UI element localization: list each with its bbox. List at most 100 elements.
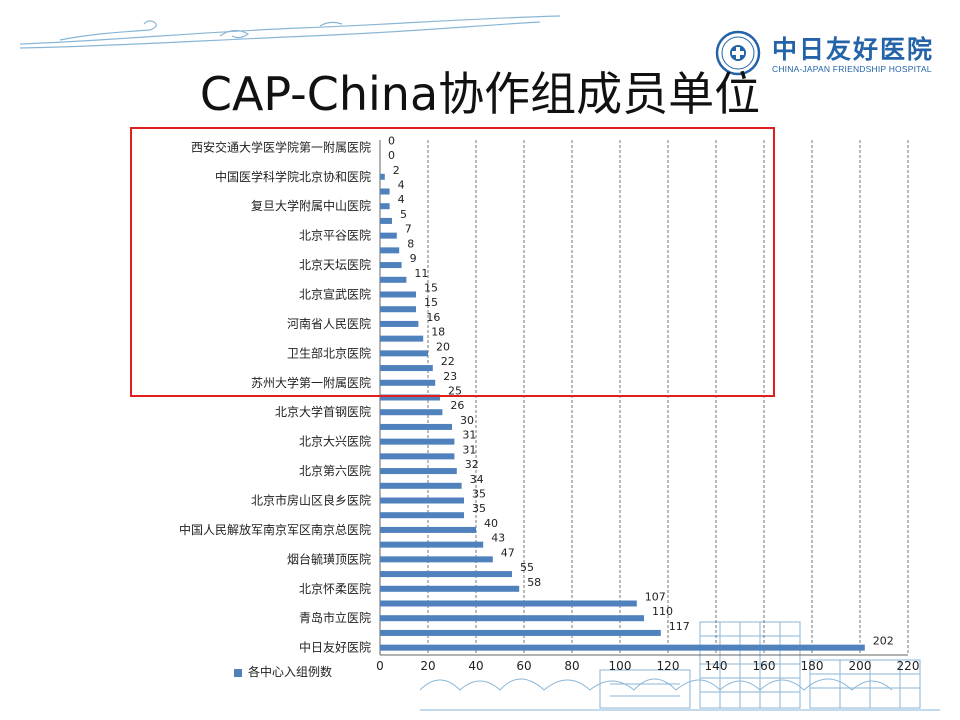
bar — [380, 350, 428, 357]
category-label: 中国人民解放军南京军区南京总医院 — [179, 522, 371, 537]
x-tick-label: 220 — [897, 659, 920, 673]
value-label: 2 — [393, 164, 400, 177]
hospital-logo — [715, 30, 761, 76]
logo-english-name: CHINA-JAPAN FRIENDSHIP HOSPITAL — [772, 64, 932, 74]
bar — [380, 600, 637, 607]
x-tick-label: 100 — [609, 659, 632, 673]
category-label: 卫生部北京医院 — [287, 345, 371, 360]
value-label: 5 — [400, 208, 407, 221]
bar — [380, 585, 520, 592]
bar — [380, 320, 419, 327]
bar — [380, 497, 464, 504]
category-label: 河南省人民医院 — [287, 316, 371, 331]
value-label: 31 — [462, 443, 476, 456]
x-tick-label: 0 — [376, 659, 384, 673]
bar — [380, 306, 416, 313]
x-tick-label: 180 — [801, 659, 824, 673]
bar — [380, 173, 385, 180]
bar — [380, 629, 661, 636]
category-label: 北京怀柔医院 — [299, 582, 371, 596]
category-label: 北京宣武医院 — [299, 287, 371, 302]
value-label: 23 — [443, 370, 457, 383]
category-label: 烟台毓璜顶医院 — [287, 551, 371, 566]
value-label: 4 — [398, 193, 405, 206]
value-label: 22 — [441, 355, 455, 368]
bar — [380, 335, 424, 342]
category-label: 青岛市立医院 — [299, 610, 371, 625]
value-label: 55 — [520, 561, 534, 574]
bar — [380, 571, 512, 578]
value-label: 34 — [470, 473, 484, 486]
value-label: 202 — [873, 635, 894, 648]
x-tick-label: 120 — [657, 659, 680, 673]
x-tick-label: 160 — [753, 659, 776, 673]
value-label: 31 — [462, 429, 476, 442]
bar — [380, 247, 400, 254]
bar — [380, 468, 457, 475]
value-label: 11 — [414, 267, 428, 280]
value-label: 43 — [491, 532, 505, 545]
bar — [380, 482, 462, 489]
x-tick-label: 40 — [468, 659, 483, 673]
x-tick-label: 80 — [564, 659, 579, 673]
value-label: 107 — [645, 591, 666, 604]
bar — [380, 644, 865, 651]
value-label: 30 — [460, 414, 474, 427]
bar — [380, 394, 440, 401]
chart-legend: 各中心入组例数 — [234, 663, 332, 680]
page-title: CAP-China协作组成员单位 — [199, 67, 761, 121]
value-label: 4 — [398, 179, 405, 192]
bar — [380, 438, 455, 445]
logo-chinese-name: 中日友好医院 — [772, 35, 935, 64]
category-label: 北京大兴医院 — [299, 435, 371, 449]
value-label: 16 — [426, 311, 440, 324]
value-label: 25 — [448, 385, 462, 398]
header-decoration — [19, 15, 561, 49]
x-tick-label: 60 — [516, 659, 531, 673]
value-label: 35 — [472, 502, 486, 515]
bar — [380, 203, 390, 210]
value-label: 110 — [652, 605, 673, 618]
bar — [380, 526, 476, 533]
value-label: 32 — [465, 458, 479, 471]
category-label: 北京市房山区良乡医院 — [251, 493, 371, 508]
bar — [380, 512, 464, 519]
category-label: 中国医学科学院北京协和医院 — [215, 169, 371, 184]
bar — [380, 453, 455, 460]
value-label: 40 — [484, 517, 498, 530]
bar — [380, 409, 443, 416]
bar — [380, 365, 433, 372]
category-label: 北京天坛医院 — [299, 258, 371, 272]
value-label: 15 — [424, 282, 438, 295]
value-label: 35 — [472, 488, 486, 501]
x-tick-label: 140 — [705, 659, 728, 673]
value-label: 9 — [410, 252, 417, 265]
value-label: 8 — [407, 237, 414, 250]
bar — [380, 188, 390, 195]
value-label: 26 — [450, 399, 464, 412]
category-label: 苏州大学第一附属医院 — [251, 375, 371, 390]
category-label: 北京大学首钢医院 — [275, 404, 371, 419]
bar — [380, 615, 644, 622]
category-label: 西安交通大学医学院第一附属医院 — [191, 139, 371, 154]
value-label: 7 — [405, 223, 412, 236]
x-tick-label: 200 — [849, 659, 872, 673]
bar — [380, 291, 416, 298]
bar — [380, 217, 392, 224]
bar — [380, 423, 452, 430]
value-label: 47 — [501, 546, 515, 559]
value-label: 18 — [431, 326, 445, 339]
value-label: 0 — [388, 149, 395, 162]
value-label: 15 — [424, 296, 438, 309]
bar — [380, 262, 402, 269]
x-tick-label: 20 — [420, 659, 435, 673]
highlight-box — [130, 127, 775, 397]
category-label: 北京第六医院 — [299, 464, 371, 478]
bar — [380, 379, 436, 386]
category-label: 复旦大学附属中山医院 — [251, 198, 371, 213]
value-label: 0 — [388, 134, 395, 147]
value-label: 20 — [436, 340, 450, 353]
category-label: 中日友好医院 — [299, 640, 371, 655]
bar — [380, 556, 493, 563]
